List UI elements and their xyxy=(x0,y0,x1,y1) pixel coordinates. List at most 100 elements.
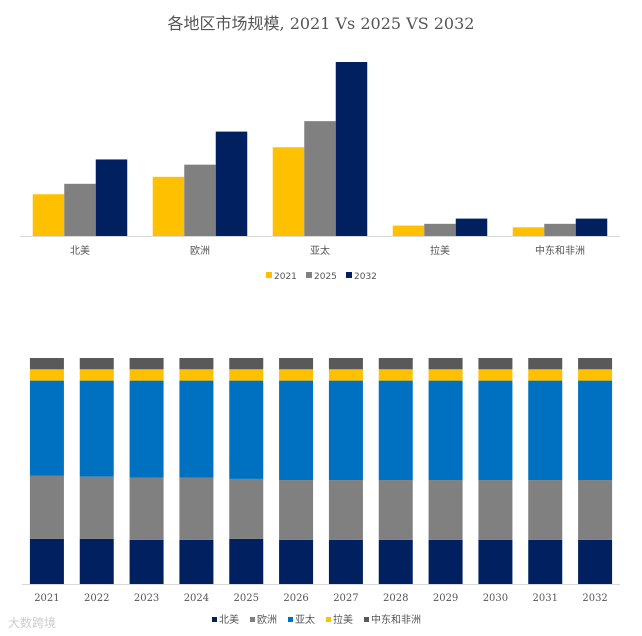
bar-segment-2026-中东和非洲 xyxy=(279,358,314,370)
bar-segment-2022-欧洲 xyxy=(79,476,114,539)
grouped-bar-chart: 北美 欧洲 亚太 拉美 中东和非洲 2021 2025 2032 xyxy=(20,62,620,282)
legend-label: 拉美 xyxy=(333,613,353,626)
bar-segment-2023-拉美 xyxy=(129,369,164,381)
bar-segment-2030-拉美 xyxy=(478,369,513,381)
bar-欧洲-2021 xyxy=(152,176,185,236)
bar-北美-2021 xyxy=(32,194,65,236)
bar-segment-2029-亚太 xyxy=(428,380,463,481)
x-tick-label: 2024 xyxy=(184,593,209,604)
bar-segment-2022-拉美 xyxy=(79,369,114,381)
x-tick-label: 2023 xyxy=(134,593,159,604)
bar-segment-2028-亚太 xyxy=(378,380,413,481)
bar-segment-2032-中东和非洲 xyxy=(578,358,613,370)
bar-segment-2024-北美 xyxy=(179,539,214,584)
bar-segment-2023-亚太 xyxy=(129,380,164,478)
bar-segment-2029-欧洲 xyxy=(428,480,463,540)
bar-segment-2027-欧洲 xyxy=(328,480,363,540)
bar-segment-2028-拉美 xyxy=(378,369,413,381)
x-tick-label: 2032 xyxy=(582,593,607,604)
bar-segment-2021-拉美 xyxy=(29,369,64,381)
x-tick-label: 中东和非洲 xyxy=(535,244,585,257)
bar-中东和非洲-2032 xyxy=(575,218,608,236)
watermark: 大数跨境 xyxy=(8,616,57,630)
bar-segment-2026-拉美 xyxy=(279,369,314,381)
bar-北美-2025 xyxy=(64,183,96,236)
bar-segment-2026-亚太 xyxy=(279,380,314,481)
legend-label: 2021 xyxy=(274,272,297,282)
bar-segment-2021-北美 xyxy=(29,538,64,584)
bar-segment-2027-北美 xyxy=(328,539,363,584)
bar-拉美-2021 xyxy=(392,225,425,236)
bar-segment-2021-欧洲 xyxy=(29,475,64,539)
chart-title: 各地区市场规模, 2021 Vs 2025 VS 2032 xyxy=(167,14,475,33)
bar-segment-2029-北美 xyxy=(428,539,463,584)
legend-swatch xyxy=(306,272,312,278)
bar-segment-2026-欧洲 xyxy=(279,480,314,540)
bar-segment-2032-亚太 xyxy=(578,380,613,481)
bar-segment-2026-北美 xyxy=(279,539,314,584)
x-tick-label: 2031 xyxy=(533,593,558,604)
x-tick-label: 2030 xyxy=(483,593,508,604)
legend-swatch xyxy=(346,272,352,278)
bar-segment-2022-中东和非洲 xyxy=(79,358,114,370)
bar-segment-2032-拉美 xyxy=(578,369,613,381)
legend-label: 欧洲 xyxy=(257,614,277,626)
legend-swatch xyxy=(212,617,217,622)
bar-segment-2025-拉美 xyxy=(229,369,264,381)
bar-segment-2031-欧洲 xyxy=(528,480,563,540)
bar-segment-2022-北美 xyxy=(79,538,114,584)
legend-swatch xyxy=(326,617,331,622)
bar-segment-2027-中东和非洲 xyxy=(328,358,363,370)
bar-segment-2023-欧洲 xyxy=(129,477,164,540)
bar-segment-2025-北美 xyxy=(229,538,264,584)
legend-label: 中东和非洲 xyxy=(371,613,421,626)
bar-segment-2027-拉美 xyxy=(328,369,363,381)
bar-segment-2028-欧洲 xyxy=(378,480,413,540)
bar-segment-2022-亚太 xyxy=(79,380,114,477)
legend-swatch xyxy=(250,617,255,622)
legend-label: 2032 xyxy=(354,272,377,282)
x-tick-label: 2029 xyxy=(433,593,458,604)
bar-segment-2027-亚太 xyxy=(328,380,363,481)
bar-segment-2024-欧洲 xyxy=(179,477,214,540)
x-tick-label: 2022 xyxy=(84,593,109,604)
bar-拉美-2032 xyxy=(455,218,488,236)
bar-segment-2023-北美 xyxy=(129,539,164,584)
x-tick-label: 欧洲 xyxy=(190,245,210,257)
bar-segment-2024-拉美 xyxy=(179,369,214,381)
bar-中东和非洲-2021 xyxy=(512,227,545,236)
x-tick-label: 2028 xyxy=(383,593,408,604)
bar-segment-2024-亚太 xyxy=(179,380,214,478)
bar-拉美-2025 xyxy=(424,223,456,236)
bar-segment-2028-北美 xyxy=(378,539,413,584)
x-tick-label: 2021 xyxy=(34,593,59,604)
bar-亚太-2021 xyxy=(272,147,305,236)
bar-segment-2023-中东和非洲 xyxy=(129,358,164,370)
legend-swatch xyxy=(288,617,293,622)
legend-swatch xyxy=(364,617,369,622)
legend-label: 亚太 xyxy=(295,613,315,626)
bar-欧洲-2032 xyxy=(215,131,248,236)
bar-segment-2025-欧洲 xyxy=(229,478,264,539)
legend-label: 北美 xyxy=(219,613,239,626)
x-tick-label: 2025 xyxy=(234,593,259,604)
bar-segment-2030-北美 xyxy=(478,539,513,584)
x-tick-label: 2027 xyxy=(333,593,358,604)
bar-欧洲-2025 xyxy=(184,164,216,236)
bar-segment-2031-拉美 xyxy=(528,369,563,381)
x-tick-label: 2026 xyxy=(283,593,308,604)
x-tick-label: 北美 xyxy=(70,244,90,257)
bar-亚太-2025 xyxy=(304,121,336,236)
bar-segment-2032-北美 xyxy=(578,539,613,584)
bar-segment-2028-中东和非洲 xyxy=(378,358,413,370)
bar-segment-2025-亚太 xyxy=(229,380,264,479)
bar-segment-2021-亚太 xyxy=(29,380,64,476)
x-tick-label: 拉美 xyxy=(430,244,450,257)
x-tick-label: 亚太 xyxy=(310,244,330,257)
bar-segment-2029-拉美 xyxy=(428,369,463,381)
bar-segment-2029-中东和非洲 xyxy=(428,358,463,370)
legend-label: 2025 xyxy=(314,272,337,282)
bar-segment-2021-中东和非洲 xyxy=(29,358,64,370)
bar-segment-2024-中东和非洲 xyxy=(179,358,214,370)
